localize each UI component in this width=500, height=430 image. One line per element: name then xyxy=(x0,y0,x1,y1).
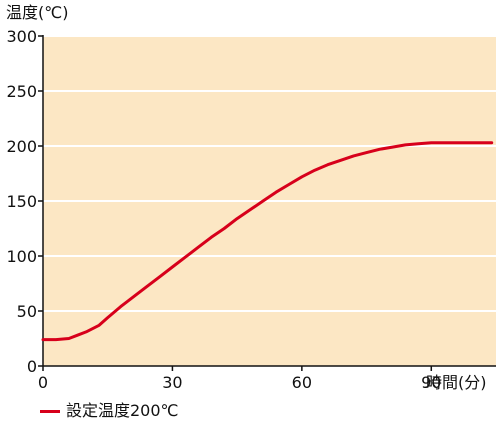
y-tick-label: 300 xyxy=(6,27,37,46)
y-tick-label: 100 xyxy=(6,247,37,266)
x-tick-label: 30 xyxy=(162,373,182,392)
legend-swatch xyxy=(40,409,60,413)
x-tick-label: 60 xyxy=(292,373,312,392)
y-tick-label: 50 xyxy=(17,302,37,321)
x-axis-label: 時間(分) xyxy=(426,373,487,392)
y-tick-label: 200 xyxy=(6,137,37,156)
legend-label: 設定温度200℃ xyxy=(66,401,179,420)
series-line xyxy=(41,141,494,342)
x-tick-label: 90 xyxy=(421,373,441,392)
x-tick-label: 0 xyxy=(38,373,48,392)
y-tick-label: 0 xyxy=(27,357,37,376)
y-tick-label: 250 xyxy=(6,82,37,101)
legend: 設定温度200℃ xyxy=(40,402,179,420)
y-axis-label: 温度(℃) xyxy=(6,3,69,22)
y-tick-label: 150 xyxy=(6,192,37,211)
